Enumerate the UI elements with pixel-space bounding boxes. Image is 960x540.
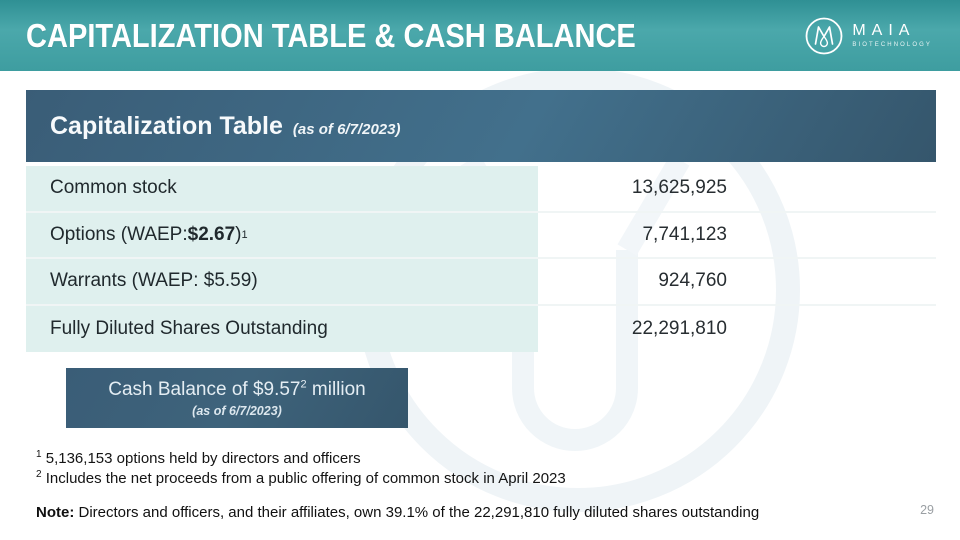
row-label: Fully Diluted Shares Outstanding xyxy=(26,305,538,352)
table-row-fully-diluted: Fully Diluted Shares Outstanding 22,291,… xyxy=(26,305,936,352)
cash-balance-sup: 2 xyxy=(300,378,307,391)
row-value: 924,760 xyxy=(658,270,727,292)
footnote-2-text: Includes the net proceeds from a public … xyxy=(45,469,566,487)
cap-table-header: Capitalization Table (as of 6/7/2023) xyxy=(26,90,936,162)
cap-table-rows: Common stock 13,625,925 Options (WAEP: $… xyxy=(26,166,936,352)
row-label: Options (WAEP: $2.67) 1 xyxy=(26,212,538,257)
row-label-text: Fully Diluted Shares Outstanding xyxy=(50,317,328,339)
cap-table-asof: (as of 6/7/2023) xyxy=(292,121,401,138)
footnotes: 1 5,136,153 options held by directors an… xyxy=(36,449,566,488)
cap-table-header-text: Capitalization Table (as of 6/7/2023) xyxy=(50,112,400,141)
footnote-1: 1 5,136,153 options held by directors an… xyxy=(36,449,566,469)
slide-header: CAPITALIZATION TABLE & CASH BALANCE MAIA… xyxy=(0,0,960,71)
table-row-options: Options (WAEP: $2.67) 1 7,741,123 xyxy=(26,212,936,259)
logo-tagline: BIOTECHNOLOGY xyxy=(852,42,932,48)
row-label: Common stock xyxy=(26,166,538,211)
row-label-text: Options (WAEP: xyxy=(50,223,188,245)
footnote-2: 2 Includes the net proceeds from a publi… xyxy=(36,469,566,489)
maia-logo-text: MAIA BIOTECHNOLOGY xyxy=(852,22,932,49)
row-value: 7,741,123 xyxy=(642,223,727,245)
footnote-1-text: 5,136,153 options held by directors and … xyxy=(45,450,361,467)
cash-balance-pre: Cash Balance of $9.57 xyxy=(108,379,301,401)
row-label-text: Warrants (WAEP: $5.59) xyxy=(50,270,258,292)
cash-balance-post: million xyxy=(306,379,366,401)
logo-name: MAIA xyxy=(852,22,916,39)
table-row-common-stock: Common stock 13,625,925 xyxy=(26,166,936,213)
note-label: Note: xyxy=(36,504,75,521)
row-label-text: Common stock xyxy=(50,177,177,199)
cash-balance-text: Cash Balance of $9.572 million xyxy=(108,378,366,402)
row-label-post: ) xyxy=(235,223,242,245)
row-label-bold: $2.67 xyxy=(187,223,236,245)
row-value: 22,291,810 xyxy=(631,317,727,339)
page-number: 29 xyxy=(920,503,934,517)
cap-table-title: Capitalization Table xyxy=(50,112,283,140)
cash-balance-asof: (as of 6/7/2023) xyxy=(192,403,282,418)
slide-title: CAPITALIZATION TABLE & CASH BALANCE xyxy=(26,16,636,54)
ownership-note: Note: Directors and officers, and their … xyxy=(36,504,759,521)
footnote-1-sup: 1 xyxy=(36,449,42,460)
row-label: Warrants (WAEP: $5.59) xyxy=(26,259,538,304)
row-value: 13,625,925 xyxy=(631,177,727,199)
maia-logo-icon xyxy=(805,17,843,54)
cash-balance-box: Cash Balance of $9.572 million (as of 6/… xyxy=(66,368,408,428)
note-text: Directors and officers, and their affili… xyxy=(78,504,760,521)
maia-logo: MAIA BIOTECHNOLOGY xyxy=(804,16,932,56)
table-row-warrants: Warrants (WAEP: $5.59) 924,760 xyxy=(26,259,936,306)
footnote-2-sup: 2 xyxy=(36,468,42,480)
